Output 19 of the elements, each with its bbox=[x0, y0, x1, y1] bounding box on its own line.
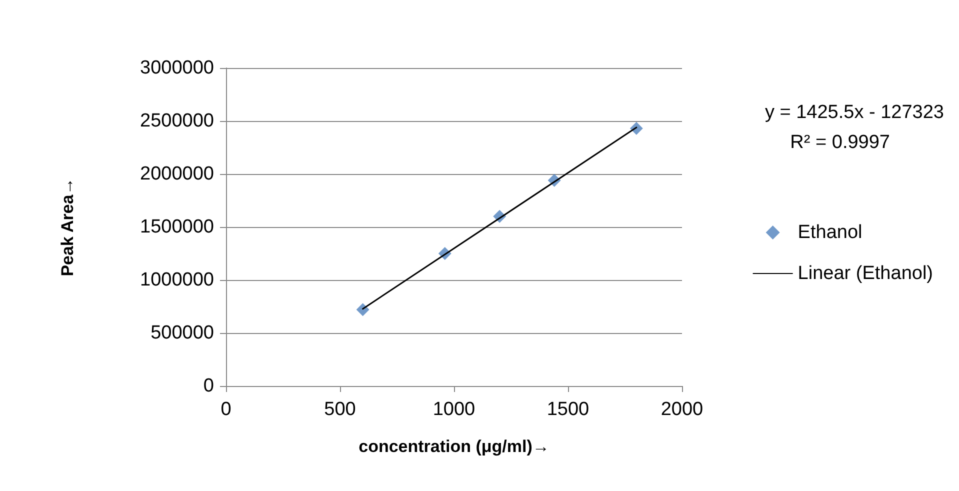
y-tick-label: 1500000 bbox=[140, 216, 214, 238]
x-tick-label: 1500 bbox=[546, 399, 590, 420]
y-tick-label: 0 bbox=[203, 376, 214, 396]
text: R² = 0.9997 bbox=[790, 132, 890, 153]
x-tick-label: 2000 bbox=[660, 399, 704, 420]
point bbox=[356, 303, 370, 316]
legend-label: Linear (Ethanol) bbox=[798, 263, 934, 284]
y-tick-label: 500000 bbox=[150, 322, 214, 344]
x-tick-label: 500 bbox=[324, 399, 356, 420]
text: y = 1425.5x - 127323 bbox=[764, 102, 944, 123]
x-tick-label: 0 bbox=[220, 399, 232, 420]
legend-label: Ethanol bbox=[798, 222, 862, 243]
x-tick-label: 1000 bbox=[432, 399, 476, 420]
y-axis-title: Peak Area→ bbox=[58, 178, 77, 276]
y-tick-label: 2000000 bbox=[140, 164, 214, 184]
x-axis-title: concentration (μg/ml)→ bbox=[358, 437, 550, 456]
y-tick-label: 2500000 bbox=[140, 110, 214, 132]
y-tick-label: 3000000 bbox=[140, 58, 214, 78]
y-tick-label: 1000000 bbox=[140, 270, 214, 290]
